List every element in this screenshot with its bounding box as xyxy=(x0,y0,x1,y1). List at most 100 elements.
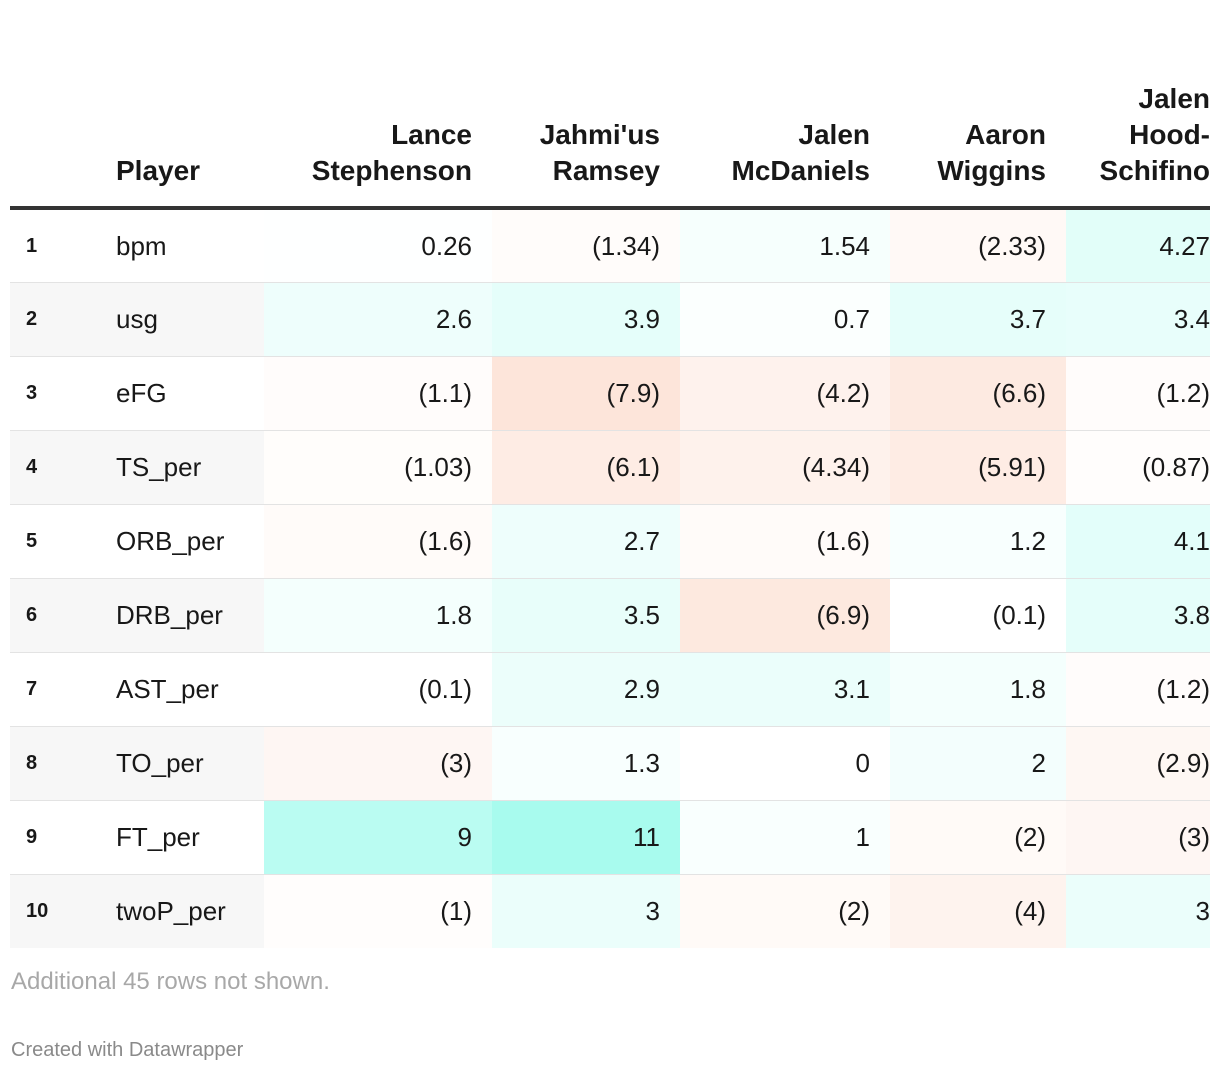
row-rank: 1 xyxy=(10,208,105,283)
value-cell-aaron-wiggins: 3.7 xyxy=(890,282,1066,357)
value-cell-lance-stephenson: (1.6) xyxy=(264,504,492,579)
value-cell-jalen-hood-schifino: 4.27 xyxy=(1066,208,1210,283)
table-row: 10 twoP_per (1) 3 (2) (4) 3 xyxy=(10,874,1210,948)
stat-name-cell: DRB_per xyxy=(105,578,264,653)
stat-name-cell: bpm xyxy=(105,208,264,283)
value-cell-jalen-mcdaniels: 0.7 xyxy=(680,282,890,357)
header-line: Aaron xyxy=(965,119,1046,150)
value-cell-lance-stephenson: 0.26 xyxy=(264,208,492,283)
row-rank: 6 xyxy=(10,578,105,653)
table-row: 2 usg 2.6 3.9 0.7 3.7 3.4 xyxy=(10,282,1210,357)
stat-name-cell: twoP_per xyxy=(105,874,264,948)
table-row: 8 TO_per (3) 1.3 0 2 (2.9) xyxy=(10,726,1210,801)
data-table: Player Lance Stephenson Jahmi'us Ramsey … xyxy=(10,0,1210,948)
value-cell-jalen-hood-schifino: (2.9) xyxy=(1066,726,1210,801)
value-cell-jalen-mcdaniels: 1 xyxy=(680,800,890,875)
row-rank: 7 xyxy=(10,652,105,727)
header-line: Jalen xyxy=(1138,83,1210,114)
row-rank: 5 xyxy=(10,504,105,579)
value-cell-aaron-wiggins: (2.33) xyxy=(890,208,1066,283)
stat-name-cell: usg xyxy=(105,282,264,357)
table-row: 5 ORB_per (1.6) 2.7 (1.6) 1.2 4.1 xyxy=(10,504,1210,579)
stat-name-cell: FT_per xyxy=(105,800,264,875)
value-cell-aaron-wiggins: (0.1) xyxy=(890,578,1066,653)
header-line: Ramsey xyxy=(552,155,660,186)
header-line: McDaniels xyxy=(731,155,871,186)
header-row: Player Lance Stephenson Jahmi'us Ramsey … xyxy=(10,0,1210,210)
row-rank: 8 xyxy=(10,726,105,801)
value-cell-aaron-wiggins: 1.8 xyxy=(890,652,1066,727)
value-cell-aaron-wiggins: (6.6) xyxy=(890,356,1066,431)
row-rank: 2 xyxy=(10,282,105,357)
attribution-footer[interactable]: Created with Datawrapper xyxy=(11,1039,244,1061)
value-cell-jahmius-ramsey: 11 xyxy=(492,800,680,875)
value-cell-jalen-mcdaniels: 0 xyxy=(680,726,890,801)
table-row: 9 FT_per 9 11 1 (2) (3) xyxy=(10,800,1210,875)
value-cell-jalen-mcdaniels: (2) xyxy=(680,874,890,948)
value-cell-jahmius-ramsey: 3 xyxy=(492,874,680,948)
header-line: Hood- xyxy=(1129,119,1210,150)
column-header-jalen-hood-schifino[interactable]: Jalen Hood- Schifino xyxy=(1066,0,1210,210)
header-line: Jahmi'us xyxy=(539,119,660,150)
column-header-jalen-mcdaniels[interactable]: Jalen McDaniels xyxy=(680,0,890,210)
value-cell-lance-stephenson: (0.1) xyxy=(264,652,492,727)
value-cell-jahmius-ramsey: (1.34) xyxy=(492,208,680,283)
value-cell-jalen-mcdaniels: (4.2) xyxy=(680,356,890,431)
value-cell-jalen-hood-schifino: (1.2) xyxy=(1066,356,1210,431)
header-line: Jalen xyxy=(798,119,870,150)
value-cell-jahmius-ramsey: 2.9 xyxy=(492,652,680,727)
value-cell-jalen-hood-schifino: 3.8 xyxy=(1066,578,1210,653)
value-cell-lance-stephenson: (1.03) xyxy=(264,430,492,505)
value-cell-jahmius-ramsey: 3.9 xyxy=(492,282,680,357)
value-cell-lance-stephenson: (1.1) xyxy=(264,356,492,431)
table-row: 4 TS_per (1.03) (6.1) (4.34) (5.91) (0.87) xyxy=(10,430,1210,505)
header-line: Schifino xyxy=(1099,155,1210,186)
value-cell-lance-stephenson: (3) xyxy=(264,726,492,801)
row-rank: 9 xyxy=(10,800,105,875)
value-cell-jalen-hood-schifino: (0.87) xyxy=(1066,430,1210,505)
row-rank: 4 xyxy=(10,430,105,505)
table-row: 1 bpm 0.26 (1.34) 1.54 (2.33) 4.27 xyxy=(10,208,1210,283)
table-body: 1 bpm 0.26 (1.34) 1.54 (2.33) 4.27 2 usg 2.6 3.9 0.… xyxy=(10,208,1210,948)
value-cell-jalen-mcdaniels: 1.54 xyxy=(680,208,890,283)
player-column-header[interactable]: Player xyxy=(105,0,264,210)
value-cell-lance-stephenson: (1) xyxy=(264,874,492,948)
value-cell-jalen-hood-schifino: 4.1 xyxy=(1066,504,1210,579)
value-cell-jahmius-ramsey: (6.1) xyxy=(492,430,680,505)
stat-name-cell: AST_per xyxy=(105,652,264,727)
column-header-lance-stephenson[interactable]: Lance Stephenson xyxy=(264,0,492,210)
column-header-jahmius-ramsey[interactable]: Jahmi'us Ramsey xyxy=(492,0,680,210)
value-cell-jahmius-ramsey: 3.5 xyxy=(492,578,680,653)
value-cell-jalen-hood-schifino: 3 xyxy=(1066,874,1210,948)
value-cell-aaron-wiggins: 2 xyxy=(890,726,1066,801)
header-line: Lance xyxy=(391,119,472,150)
value-cell-aaron-wiggins: (2) xyxy=(890,800,1066,875)
value-cell-jalen-mcdaniels: (4.34) xyxy=(680,430,890,505)
value-cell-jahmius-ramsey: 1.3 xyxy=(492,726,680,801)
value-cell-lance-stephenson: 9 xyxy=(264,800,492,875)
value-cell-jalen-hood-schifino: (1.2) xyxy=(1066,652,1210,727)
value-cell-jahmius-ramsey: (7.9) xyxy=(492,356,680,431)
stat-name-cell: TO_per xyxy=(105,726,264,801)
row-rank: 10 xyxy=(10,874,105,948)
value-cell-aaron-wiggins: 1.2 xyxy=(890,504,1066,579)
value-cell-aaron-wiggins: (4) xyxy=(890,874,1066,948)
stat-name-cell: eFG xyxy=(105,356,264,431)
data-table-container: Player Lance Stephenson Jahmi'us Ramsey … xyxy=(10,0,1210,948)
table-row: 6 DRB_per 1.8 3.5 (6.9) (0.1) 3.8 xyxy=(10,578,1210,653)
value-cell-jalen-mcdaniels: (6.9) xyxy=(680,578,890,653)
row-rank: 3 xyxy=(10,356,105,431)
value-cell-jalen-mcdaniels: (1.6) xyxy=(680,504,890,579)
value-cell-lance-stephenson: 1.8 xyxy=(264,578,492,653)
column-header-aaron-wiggins[interactable]: Aaron Wiggins xyxy=(890,0,1066,210)
value-cell-jalen-mcdaniels: 3.1 xyxy=(680,652,890,727)
value-cell-aaron-wiggins: (5.91) xyxy=(890,430,1066,505)
value-cell-jalen-hood-schifino: 3.4 xyxy=(1066,282,1210,357)
stat-name-cell: ORB_per xyxy=(105,504,264,579)
value-cell-jalen-hood-schifino: (3) xyxy=(1066,800,1210,875)
header-line: Wiggins xyxy=(937,155,1046,186)
stat-name-cell: TS_per xyxy=(105,430,264,505)
value-cell-lance-stephenson: 2.6 xyxy=(264,282,492,357)
table-notes: Additional 45 rows not shown. xyxy=(11,968,330,995)
rank-column-header xyxy=(10,0,105,210)
